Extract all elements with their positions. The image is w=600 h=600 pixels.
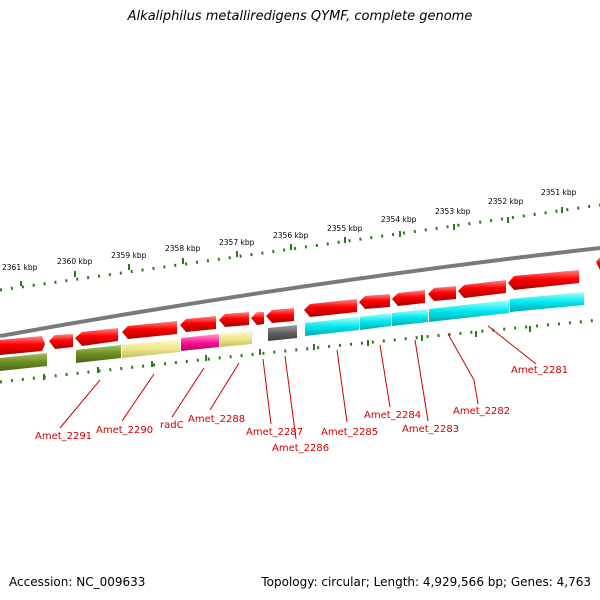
cds-arrow	[251, 312, 264, 325]
cds-arrow	[596, 257, 600, 270]
kbp-label: 2351 kbp	[541, 188, 577, 197]
callout-line	[414, 339, 429, 422]
callout-line	[487, 325, 537, 365]
callout-line	[59, 379, 101, 429]
kbp-label: 2361 kbp	[2, 263, 38, 272]
genome-summary-text: Topology: circular; Length: 4,929,566 bp…	[261, 575, 591, 589]
kbp-label: 2359 kbp	[111, 251, 147, 260]
gene-label: Amet_2284	[364, 410, 421, 421]
gene-label: radC	[160, 420, 184, 431]
cds-arrow	[266, 308, 294, 323]
gene-label: Amet_2287	[246, 427, 303, 438]
cog-block	[76, 345, 121, 363]
kbp-scale: 2361 kbp 2360 kbp 2359 kbp 2358 kbp 2357…	[2, 188, 577, 286]
kbp-label: 2354 kbp	[381, 215, 417, 224]
kbp-label: 2352 kbp	[488, 197, 524, 206]
cds-arrow	[122, 321, 177, 339]
kbp-label: 2358 kbp	[165, 244, 201, 253]
inner-major-ticks	[43, 326, 531, 380]
cog-block	[510, 292, 584, 312]
callout-line	[209, 362, 240, 411]
gene-label: Amet_2288	[188, 414, 245, 425]
cog-block	[305, 317, 359, 336]
accession-text: Accession: NC_009633	[9, 575, 146, 589]
gene-labels: Amet_2291 Amet_2290 radC Amet_2288 Amet_…	[35, 365, 568, 454]
gene-label: Amet_2291	[35, 431, 92, 442]
kbp-label: 2356 kbp	[273, 231, 309, 240]
cog-block	[0, 353, 47, 371]
gene-label: Amet_2282	[453, 406, 510, 417]
kbp-label: 2357 kbp	[219, 238, 255, 247]
cds-forward-track	[0, 257, 600, 355]
outer-minor-ticks	[0, 203, 600, 292]
cog-block	[268, 325, 297, 341]
gene-label: Amet_2290	[96, 425, 153, 436]
cds-arrow	[0, 336, 45, 355]
cds-arrow	[359, 294, 390, 309]
cog-block	[360, 313, 391, 330]
cds-arrow	[508, 270, 579, 290]
cog-block	[429, 300, 509, 322]
cog-block	[392, 309, 428, 326]
cds-arrow	[392, 290, 425, 306]
callout-line	[262, 358, 272, 425]
gene-callouts	[59, 325, 537, 440]
cds-arrow	[304, 299, 357, 317]
backbone-ring	[0, 246, 600, 338]
cds-arrow	[49, 334, 73, 349]
cds-arrow	[428, 286, 456, 301]
cds-arrow	[219, 312, 249, 327]
callout-line	[171, 367, 205, 418]
cog-block	[122, 339, 180, 358]
map-title: Alkaliphilus metalliredigens QYMF, compl…	[127, 9, 473, 24]
cog-block	[181, 334, 219, 351]
cds-arrow	[75, 328, 118, 346]
kbp-label: 2353 kbp	[435, 207, 471, 216]
cog-category-track	[0, 292, 584, 371]
callout-line	[336, 349, 348, 423]
callout-line	[379, 344, 391, 408]
gene-label: Amet_2283	[402, 424, 459, 435]
cog-block	[220, 331, 252, 347]
gene-label: Amet_2286	[272, 443, 329, 454]
gene-label: Amet_2281	[511, 365, 568, 376]
kbp-label: 2360 kbp	[57, 257, 93, 266]
cds-arrow	[180, 316, 216, 332]
gene-label: Amet_2285	[321, 427, 378, 438]
cds-arrow	[458, 280, 506, 298]
callout-line	[121, 373, 155, 422]
callout-line	[447, 333, 479, 405]
inner-minor-ticks	[0, 318, 600, 384]
callout-line	[284, 355, 297, 440]
kbp-label: 2355 kbp	[327, 224, 363, 233]
